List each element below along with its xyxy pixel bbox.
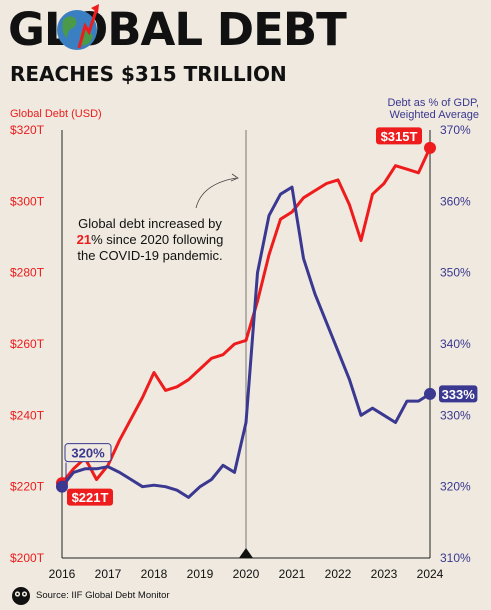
ratio-end-label: 333% bbox=[442, 387, 476, 402]
trend-arrow-icon bbox=[77, 7, 99, 49]
page-subtitle: REACHES $315 TRILLION bbox=[10, 62, 287, 86]
annotation-arrow bbox=[195, 177, 237, 209]
y-tick-label-left: $220T bbox=[10, 480, 45, 494]
x-tick-label: 2021 bbox=[279, 567, 306, 581]
x-tick-label: 2016 bbox=[49, 567, 76, 581]
globe-land-icon bbox=[62, 16, 77, 38]
ratio-end-label-bg bbox=[439, 385, 478, 403]
y-axis-label-right: Weighted Average bbox=[390, 109, 480, 121]
y-tick-label-right: 320% bbox=[440, 480, 471, 494]
debt-end-label-bg bbox=[376, 127, 422, 145]
ratio-start-label-bg bbox=[64, 443, 112, 463]
y-tick-label-left: $320T bbox=[10, 123, 45, 137]
y-tick-label-right: 340% bbox=[440, 337, 471, 351]
y-tick-label-left: $240T bbox=[10, 408, 45, 422]
series-end-marker bbox=[424, 141, 436, 154]
x-tick-label: 2023 bbox=[371, 567, 398, 581]
y-tick-label-left: $260T bbox=[10, 337, 45, 351]
annotation-line-1: Global debt increased by bbox=[78, 216, 222, 231]
x-tick-label: 2019 bbox=[187, 567, 214, 581]
series-start-marker bbox=[56, 480, 68, 493]
x-tick-label: 2024 bbox=[417, 567, 444, 581]
annotation-arrow-head-icon bbox=[230, 173, 239, 182]
annotation-line-3: the COVID-19 pandemic. bbox=[77, 248, 222, 263]
y-tick-label-right: 350% bbox=[440, 266, 471, 280]
y-tick-label-right: 310% bbox=[440, 551, 471, 565]
y-tick-label-right: 360% bbox=[440, 194, 471, 208]
debt-start-label-bg bbox=[67, 488, 113, 506]
debt-start-label: $221T bbox=[72, 490, 109, 505]
y-tick-label-right: 330% bbox=[440, 408, 471, 422]
annotation-line-2-rest: % since 2020 following bbox=[91, 232, 223, 247]
ratio-start-label: 320% bbox=[71, 446, 105, 461]
y-tick-label-left: $200T bbox=[10, 551, 45, 565]
y-tick-label-left: $300T bbox=[10, 194, 45, 208]
x-tick-label: 2022 bbox=[325, 567, 352, 581]
annotation-highlight: 21 bbox=[77, 232, 91, 247]
y-tick-label-right: 370% bbox=[440, 123, 471, 137]
debt-end-label: $315T bbox=[381, 129, 418, 144]
x-tick-label: 2017 bbox=[95, 567, 122, 581]
visual-capitalist-logo-icon bbox=[12, 587, 30, 605]
arrow-head-icon bbox=[91, 4, 99, 13]
annotation-line-2: 21% since 2020 following bbox=[77, 232, 224, 247]
x-tick-label: 2018 bbox=[141, 567, 168, 581]
x-tick-label: 2020 bbox=[233, 567, 260, 581]
source-note: Source: IIF Global Debt Monitor bbox=[36, 590, 170, 601]
series-end-marker bbox=[424, 387, 436, 400]
y-tick-label-left: $280T bbox=[10, 266, 45, 280]
reference-marker-icon bbox=[239, 548, 253, 558]
y-axis-label-right: Debt as % of GDP, bbox=[387, 97, 479, 109]
y-axis-label-left: Global Debt (USD) bbox=[10, 108, 102, 120]
